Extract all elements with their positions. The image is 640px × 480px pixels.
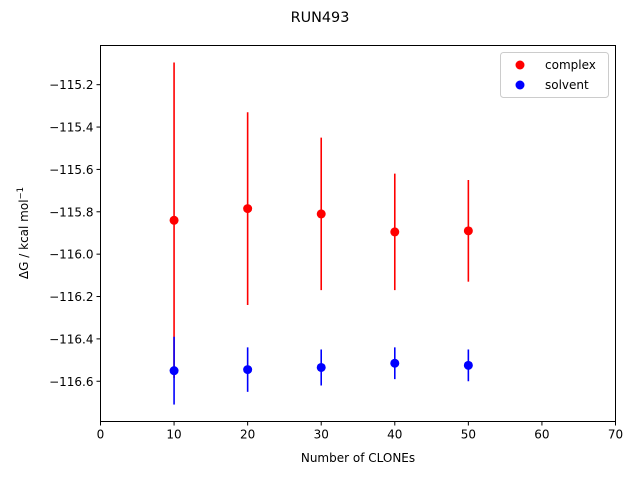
y-tick-label: −115.8	[49, 205, 93, 219]
solvent-point	[390, 358, 400, 368]
x-axis-label: Number of CLONEs	[301, 451, 415, 465]
y-axis-label-superscript: −1	[16, 187, 26, 200]
x-tick-label: 0	[97, 428, 105, 442]
y-tick-label: −115.4	[49, 121, 93, 135]
y-tick-label: −116.4	[49, 332, 93, 346]
y-tick-label: −115.6	[49, 163, 93, 177]
plot-area-frame	[100, 45, 616, 422]
data-marks	[169, 62, 473, 405]
y-axis-label-text: ΔG / kcal mol	[17, 199, 31, 279]
x-tick-label: 40	[387, 428, 402, 442]
solvent-point	[463, 360, 473, 370]
x-tick-label: 70	[608, 428, 623, 442]
legend-marker-complex	[515, 60, 525, 70]
x-tick-label: 30	[314, 428, 329, 442]
y-tick-label: −116.0	[49, 248, 93, 262]
solvent-point	[243, 365, 253, 375]
x-tick-label: 10	[166, 428, 181, 442]
x-tick-label: 60	[534, 428, 549, 442]
x-tick-label: 50	[461, 428, 476, 442]
x-tick-label: 20	[240, 428, 255, 442]
y-tick-label: −116.2	[49, 290, 93, 304]
legend-label-complex: complex	[545, 58, 596, 72]
legend-label-solvent: solvent	[545, 78, 589, 92]
complex-point	[463, 226, 473, 236]
complex-point	[169, 215, 179, 225]
legend: complex solvent	[500, 52, 609, 98]
x-axis: 0 10 20 30 40 50 60 70	[97, 421, 623, 442]
y-tick-label: −115.2	[49, 78, 93, 92]
chart-title: RUN493	[291, 10, 350, 26]
legend-box	[500, 52, 609, 98]
complex-point	[243, 204, 253, 214]
solvent-point	[169, 366, 179, 376]
legend-marker-solvent	[515, 80, 525, 90]
complex-point	[390, 227, 400, 237]
solvent-point	[316, 362, 326, 372]
y-tick-label: −116.6	[49, 375, 93, 389]
complex-point	[316, 209, 326, 219]
y-axis-label: ΔG / kcal mol−1	[16, 187, 31, 279]
y-axis: −115.2 −115.4 −115.6 −115.8 −116.0 −116.2 −116…	[49, 78, 101, 389]
